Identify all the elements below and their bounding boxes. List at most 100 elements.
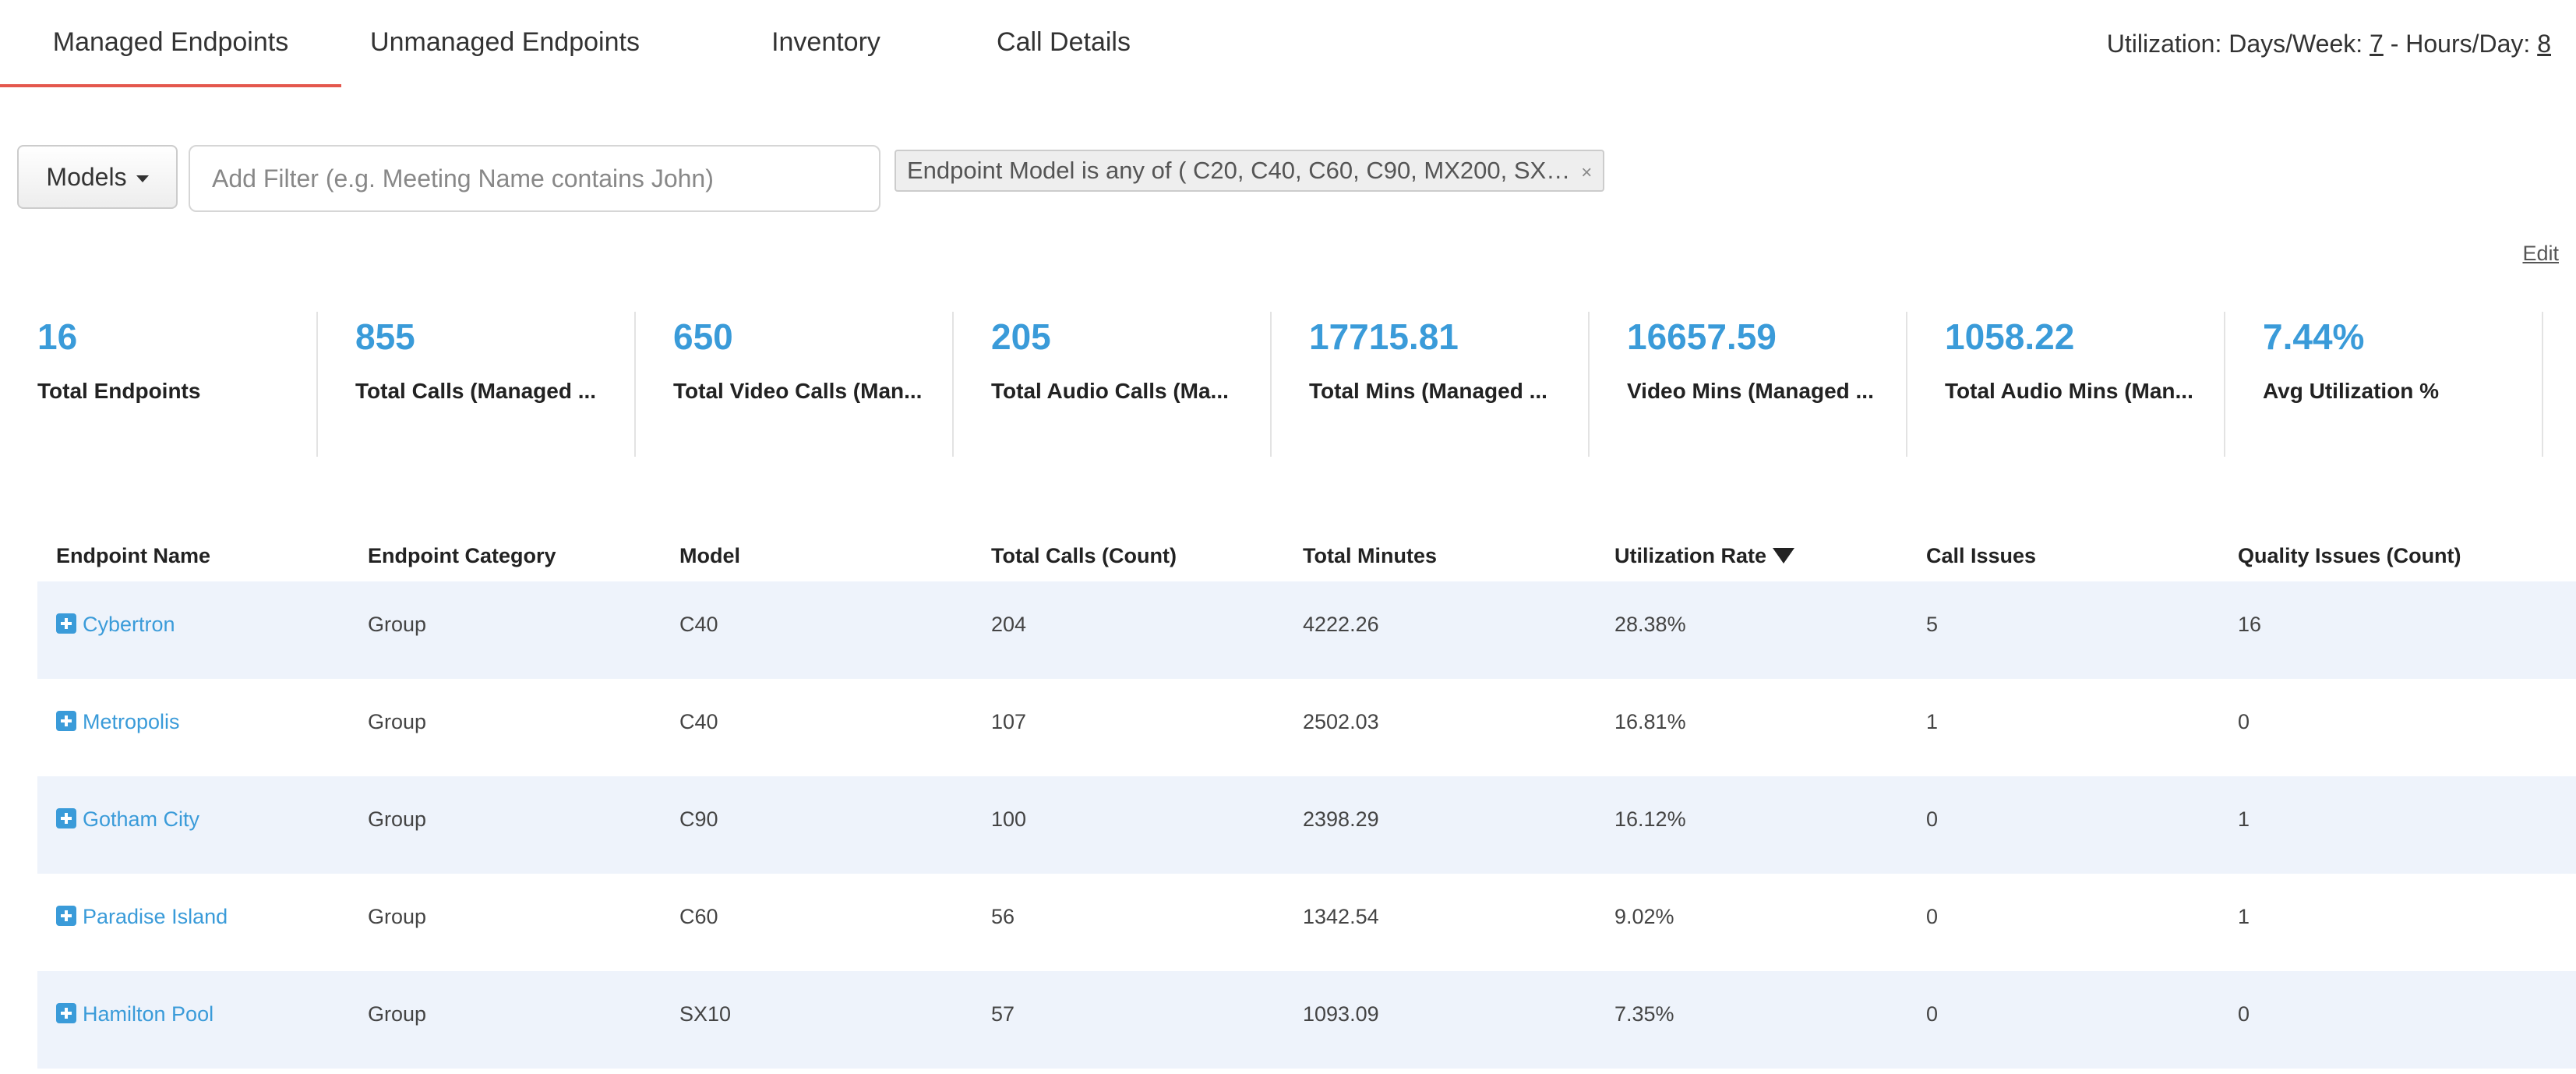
- kpi-value: 650: [673, 316, 733, 357]
- model-cell: C60: [679, 905, 718, 928]
- kpi-value: 855: [355, 316, 415, 357]
- kpi-label: Total Audio Calls (Ma...: [991, 379, 1229, 403]
- quality-issues-cell: 0: [2238, 1002, 2250, 1026]
- kpi-total-audio-calls: 205 Total Audio Calls (Ma...: [954, 312, 1272, 457]
- tab-inventory[interactable]: Inventory: [771, 27, 880, 57]
- column-header-label: Utilization Rate: [1614, 544, 1767, 567]
- column-header-quality-issues[interactable]: Quality Issues (Count): [2238, 544, 2461, 567]
- plus-square-icon[interactable]: [56, 1002, 76, 1023]
- endpoint-category-cell: Group: [368, 613, 427, 636]
- table-row[interactable]: Cybertron Group C40 204 4222.26 28.38% 5…: [37, 581, 2576, 679]
- endpoint-name-link[interactable]: Paradise Island: [83, 905, 228, 928]
- column-header-endpoint-category[interactable]: Endpoint Category: [368, 544, 556, 567]
- utilization-rate-cell: 7.35%: [1614, 1002, 1674, 1026]
- endpoint-name-link[interactable]: Metropolis: [83, 710, 180, 733]
- caret-down-icon: [136, 175, 149, 183]
- total-calls-cell: 204: [991, 613, 1027, 636]
- kpi-label: Video Mins (Managed ...: [1627, 379, 1874, 403]
- kpi-label: Total Endpoints: [37, 379, 201, 403]
- days-per-week-link[interactable]: 7: [2370, 30, 2384, 58]
- column-header-total-calls[interactable]: Total Calls (Count): [991, 544, 1177, 567]
- tab-managed-endpoints[interactable]: Managed Endpoints: [0, 0, 341, 87]
- total-calls-cell: 100: [991, 807, 1027, 831]
- total-minutes-cell: 2502.03: [1303, 710, 1379, 733]
- kpi-avg-utilization: 7.44% Avg Utilization %: [2225, 312, 2543, 457]
- call-issues-cell: 5: [1926, 613, 1939, 636]
- kpi-video-mins: 16657.59 Video Mins (Managed ...: [1590, 312, 1907, 457]
- kpi-value: 1058.22: [1945, 316, 2075, 357]
- total-minutes-cell: 1342.54: [1303, 905, 1379, 928]
- call-issues-cell: 0: [1926, 1002, 1939, 1026]
- total-minutes-cell: 2398.29: [1303, 807, 1379, 831]
- column-header-model[interactable]: Model: [679, 544, 740, 567]
- filter-chip-endpoint-model[interactable]: Endpoint Model is any of ( C20, C40, C60…: [895, 150, 1605, 192]
- endpoint-name-link[interactable]: Hamilton Pool: [83, 1002, 214, 1026]
- plus-square-icon[interactable]: [56, 710, 76, 731]
- kpi-value: 16: [37, 316, 78, 357]
- add-filter-input[interactable]: [189, 145, 880, 212]
- model-cell: C40: [679, 710, 718, 733]
- plus-square-icon[interactable]: [56, 905, 76, 926]
- kpi-label: Total Audio Mins (Man...: [1945, 379, 2193, 403]
- triangle-down-icon[interactable]: [1773, 547, 1795, 563]
- filter-chip-label: Endpoint Model is any of ( C20, C40, C60…: [907, 157, 1571, 184]
- column-header-total-minutes[interactable]: Total Minutes: [1303, 544, 1437, 567]
- tab-unmanaged-endpoints[interactable]: Unmanaged Endpoints: [370, 27, 640, 57]
- utilization-hours-label: - Hours/Day:: [2390, 30, 2531, 58]
- call-issues-cell: 0: [1926, 807, 1939, 831]
- kpi-value: 7.44%: [2263, 316, 2365, 357]
- call-issues-cell: 0: [1926, 905, 1939, 928]
- table-row[interactable]: Metropolis Group C40 107 2502.03 16.81% …: [37, 679, 2576, 776]
- model-cell: C90: [679, 807, 718, 831]
- endpoint-name-link[interactable]: Gotham City: [83, 807, 200, 831]
- endpoint-name-cell[interactable]: Cybertron: [56, 581, 175, 667]
- models-dropdown-button[interactable]: Models: [17, 145, 178, 209]
- kpi-value: 17715.81: [1309, 316, 1459, 357]
- call-issues-cell: 1: [1926, 710, 1939, 733]
- model-cell: SX10: [679, 1002, 732, 1026]
- endpoint-name-cell[interactable]: Gotham City: [56, 776, 199, 862]
- kpi-total-video-calls: 650 Total Video Calls (Man...: [636, 312, 954, 457]
- plus-square-icon[interactable]: [56, 613, 76, 634]
- endpoint-category-cell: Group: [368, 905, 427, 928]
- endpoint-name-cell[interactable]: Metropolis: [56, 679, 180, 765]
- quality-issues-cell: 16: [2238, 613, 2262, 636]
- column-header-call-issues[interactable]: Call Issues: [1926, 544, 2037, 567]
- hours-per-day-link[interactable]: 8: [2537, 30, 2551, 58]
- edit-kpis-link[interactable]: Edit: [2522, 242, 2559, 265]
- kpi-total-audio-mins: 1058.22 Total Audio Mins (Man...: [1907, 312, 2225, 457]
- endpoints-table: Endpoint Name Endpoint Category Model To…: [37, 530, 2576, 1069]
- table-row[interactable]: Hamilton Pool Group SX10 57 1093.09 7.35…: [37, 971, 2576, 1069]
- kpi-value: 205: [991, 316, 1051, 357]
- endpoint-name-cell[interactable]: Hamilton Pool: [56, 971, 213, 1057]
- total-minutes-cell: 4222.26: [1303, 613, 1379, 636]
- utilization-rate-cell: 28.38%: [1614, 613, 1686, 636]
- column-header-utilization-rate[interactable]: Utilization Rate: [1614, 530, 1795, 581]
- kpi-label: Total Calls (Managed ...: [355, 379, 597, 403]
- plus-square-icon[interactable]: [56, 807, 76, 828]
- kpi-label: Total Mins (Managed ...: [1309, 379, 1547, 403]
- table-header: Endpoint Name Endpoint Category Model To…: [37, 530, 2576, 581]
- endpoint-category-cell: Group: [368, 1002, 427, 1026]
- tab-call-details[interactable]: Call Details: [997, 27, 1131, 57]
- kpi-total-mins: 17715.81 Total Mins (Managed ...: [1272, 312, 1590, 457]
- table-row[interactable]: Gotham City Group C90 100 2398.29 16.12%…: [37, 776, 2576, 874]
- table-row[interactable]: Paradise Island Group C60 56 1342.54 9.0…: [37, 874, 2576, 971]
- endpoint-name-link[interactable]: Cybertron: [83, 613, 175, 636]
- close-icon[interactable]: ×: [1581, 162, 1593, 183]
- utilization-rate-cell: 16.12%: [1614, 807, 1686, 831]
- total-calls-cell: 107: [991, 710, 1027, 733]
- utilization-days-label: Utilization: Days/Week:: [2106, 30, 2363, 58]
- total-calls-cell: 57: [991, 1002, 1015, 1026]
- utilization-rate-cell: 16.81%: [1614, 710, 1686, 733]
- total-minutes-cell: 1093.09: [1303, 1002, 1379, 1026]
- total-calls-cell: 56: [991, 905, 1015, 928]
- models-button-label: Models: [46, 163, 127, 191]
- column-header-endpoint-name[interactable]: Endpoint Name: [56, 544, 211, 567]
- endpoint-name-cell[interactable]: Paradise Island: [56, 874, 228, 959]
- kpi-value: 16657.59: [1627, 316, 1777, 357]
- kpi-label: Total Video Calls (Man...: [673, 379, 923, 403]
- kpi-total-calls: 855 Total Calls (Managed ...: [318, 312, 636, 457]
- kpi-label: Avg Utilization %: [2263, 379, 2440, 403]
- quality-issues-cell: 1: [2238, 807, 2250, 831]
